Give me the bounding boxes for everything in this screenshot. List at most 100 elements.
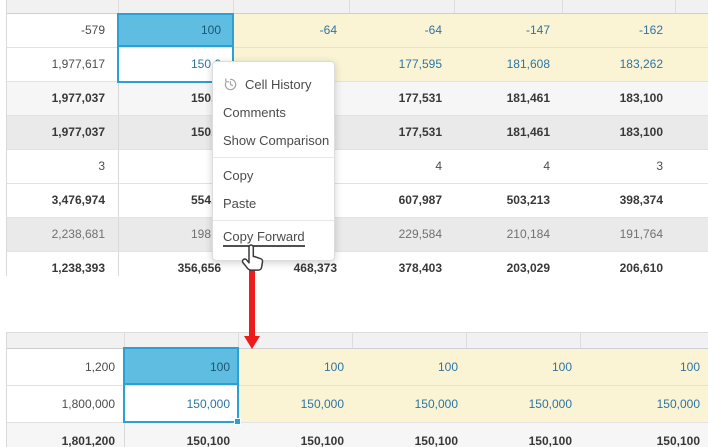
clipped-header-row [7, 333, 708, 349]
cell[interactable]: 206,610 [619, 261, 663, 275]
cell[interactable]: 181,461 [506, 125, 550, 139]
header-divider-cell [353, 333, 467, 348]
cell[interactable]: 1,977,617 [7, 48, 119, 81]
table-row: 1,977,617 150,0 177,595 181,608 183,262 [7, 48, 708, 82]
menu-item-comments[interactable]: Comments [213, 98, 334, 126]
cell[interactable]: 100 [125, 349, 239, 385]
cell[interactable]: 3 [656, 159, 663, 173]
table-row: 1,238,393 356,656 468,373 378,403 203,029 206… [7, 252, 708, 276]
cell[interactable]: 1,238,393 [7, 252, 119, 276]
cell[interactable]: 356,656 [177, 261, 221, 275]
cell[interactable]: -64 [234, 14, 350, 47]
cell[interactable]: 150,100 [528, 434, 572, 447]
menu-item-paste[interactable]: Paste [213, 189, 334, 217]
cell[interactable]: 177,595 [350, 48, 455, 81]
menu-item-cell-history[interactable]: Cell History [213, 70, 334, 98]
cell[interactable] [676, 150, 708, 183]
cell[interactable]: 4 [435, 159, 442, 173]
cell[interactable]: 100 [581, 349, 708, 385]
table-row: 1,200 100 100 100 100 100 [7, 349, 708, 386]
cell[interactable]: 150,000 [581, 386, 708, 422]
menu-item-label: Comments [223, 104, 286, 120]
table-row: 1,801,200 150,100 150,100 150,100 150,100 150… [7, 423, 708, 447]
cell[interactable] [676, 14, 708, 47]
header-divider-cell [467, 333, 581, 348]
header-divider-cell [125, 333, 239, 348]
cell[interactable]: 203,029 [506, 261, 550, 275]
cell[interactable]: 607,987 [398, 193, 442, 207]
table-row: 1,977,037 150,1 177,531 181,461 183,100 [7, 82, 708, 116]
cell[interactable]: 1,977,037 [7, 116, 119, 149]
cell[interactable]: 150,100 [186, 434, 230, 447]
cell[interactable]: 177,531 [398, 91, 442, 105]
header-divider-cell [239, 333, 353, 348]
cell[interactable] [676, 48, 708, 81]
cell[interactable]: 183,100 [619, 91, 663, 105]
cell[interactable]: 398,374 [619, 193, 663, 207]
cell[interactable]: 150,000 [467, 386, 581, 422]
red-arrow [249, 256, 255, 336]
header-divider-cell [234, 0, 350, 13]
cell[interactable]: 4 [543, 159, 550, 173]
cell[interactable] [676, 218, 708, 251]
cell[interactable]: 1,977,037 [7, 82, 119, 115]
cell[interactable]: 3 [7, 150, 119, 183]
cell[interactable]: -162 [563, 14, 676, 47]
cell[interactable] [676, 116, 708, 149]
cell[interactable]: 181,461 [506, 91, 550, 105]
clipped-header-row [7, 0, 708, 14]
red-arrow-head [244, 336, 260, 349]
cell-context-menu: Cell History Comments Show Comparison Copy P… [212, 61, 335, 261]
cell[interactable]: 181,608 [455, 48, 563, 81]
cell[interactable]: 177,531 [398, 125, 442, 139]
cell[interactable]: 210,184 [506, 227, 550, 241]
header-divider-cell [676, 0, 708, 13]
cell-history-icon [223, 77, 238, 92]
spreadsheet-grid-before: -579 100 -64 -64 -147 -162 1,977,617 150,0 177,5… [6, 0, 708, 276]
cell[interactable]: 150,000 [239, 386, 353, 422]
cell[interactable]: 378,403 [398, 261, 442, 275]
cell[interactable]: 100 [239, 349, 353, 385]
menu-divider [213, 157, 334, 158]
cell[interactable]: 150,100 [300, 434, 344, 447]
header-divider-cell [350, 0, 455, 13]
cell[interactable]: 503,213 [506, 193, 550, 207]
cell[interactable] [676, 252, 708, 276]
cell[interactable]: 1,800,000 [7, 386, 125, 422]
menu-item-label: Show Comparison [223, 132, 330, 148]
spreadsheet-grid-after: 1,200 100 100 100 100 100 1,800,000 150,000 150,… [6, 332, 708, 447]
cell[interactable]: 2,238,681 [7, 218, 119, 251]
cell[interactable] [676, 184, 708, 217]
cell[interactable] [676, 82, 708, 115]
menu-item-copy-forward[interactable]: Copy Forward [213, 224, 334, 252]
cell[interactable]: -147 [455, 14, 563, 47]
cell[interactable]: 468,373 [293, 261, 337, 275]
menu-item-label: Copy Forward [223, 229, 305, 247]
cell[interactable]: 3,476,974 [7, 184, 119, 217]
cell[interactable]: 191,764 [619, 227, 663, 241]
cell[interactable]: 100 [467, 349, 581, 385]
cell[interactable]: 1,200 [7, 349, 125, 385]
table-row: 2,238,681 198,2 229,584 210,184 191,764 [7, 218, 708, 252]
cell[interactable]: -579 [7, 14, 119, 47]
cell[interactable]: 183,100 [619, 125, 663, 139]
menu-divider [213, 220, 334, 221]
cell[interactable]: -64 [350, 14, 455, 47]
menu-item-show-comparison[interactable]: Show Comparison [213, 126, 334, 154]
cell[interactable]: 1,801,200 [7, 423, 125, 447]
cell[interactable]: 150,000 [125, 386, 239, 422]
cell[interactable]: 150,100 [414, 434, 458, 447]
hand-pointer-cursor [241, 244, 264, 271]
header-divider-cell [581, 333, 708, 348]
cell[interactable]: 100 [353, 349, 467, 385]
menu-item-label: Paste [223, 195, 257, 211]
cell[interactable]: 183,262 [563, 48, 676, 81]
cell[interactable]: 100 [119, 14, 234, 47]
cell[interactable]: 150,000 [353, 386, 467, 422]
menu-item-copy[interactable]: Copy [213, 161, 334, 189]
cell[interactable]: 150,100 [656, 434, 700, 447]
cell[interactable]: 229,584 [398, 227, 442, 241]
table-row: 3 4 4 3 [7, 150, 708, 184]
header-divider-cell [455, 0, 563, 13]
